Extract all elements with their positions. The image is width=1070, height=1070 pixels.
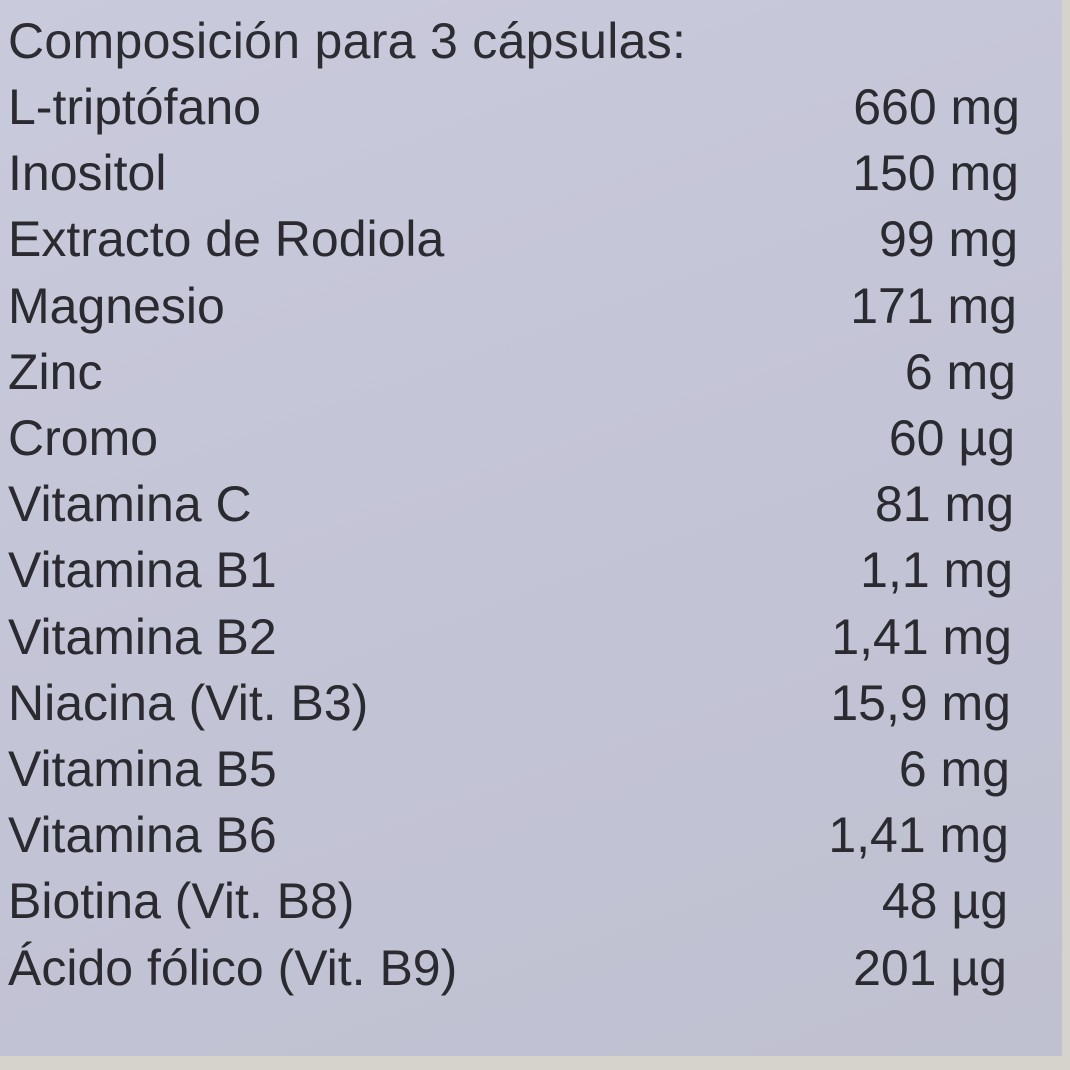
- ingredient-amount: 1,41 mg: [831, 608, 1012, 665]
- ingredient-row: L-triptófano 660 mg: [8, 78, 1020, 144]
- ingredient-amount: 99 mg: [879, 211, 1018, 268]
- ingredient-row: Ácido fólico (Vit. B9) 201 µg: [8, 939, 1007, 1005]
- ingredient-name: Niacina (Vit. B3): [8, 674, 369, 731]
- ingredient-name: Zinc: [8, 343, 103, 400]
- ingredient-amount: 171 mg: [850, 277, 1017, 334]
- ingredient-name: Ácido fólico (Vit. B9): [8, 939, 458, 996]
- ingredient-name: Vitamina B1: [8, 542, 277, 599]
- ingredient-name: Vitamina B6: [8, 807, 277, 864]
- ingredient-name: Extracto de Rodiola: [8, 211, 445, 268]
- ingredient-row: Vitamina B2 1,41 mg: [8, 608, 1012, 674]
- ingredient-amount: 6 mg: [898, 741, 1010, 797]
- ingredient-row: Biotina (Vit. B8) 48 µg: [8, 872, 1008, 938]
- ingredient-amount: 81 mg: [875, 476, 1014, 533]
- ingredient-row: Zinc 6 mg: [8, 343, 1016, 409]
- ingredient-name: Vitamina B2: [8, 608, 277, 665]
- composition-title: Composición para 3 cápsulas:: [8, 13, 687, 69]
- ingredient-row: Inositol 150 mg: [8, 144, 1019, 210]
- ingredient-amount: 48 µg: [881, 873, 1008, 930]
- ingredient-row: Magnesio 171 mg: [8, 277, 1017, 343]
- ingredient-name: Magnesio: [8, 277, 225, 334]
- ingredient-row: Vitamina B1 1,1 mg: [8, 541, 1013, 607]
- ingredient-name: Cromo: [8, 410, 159, 466]
- ingredient-name: Inositol: [8, 145, 167, 202]
- ingredient-amount: 201 µg: [853, 939, 1007, 996]
- ingredient-row: Vitamina C 81 mg: [8, 475, 1014, 541]
- ingredient-name: Biotina (Vit. B8): [8, 873, 355, 930]
- ingredient-amount: 60 µg: [888, 410, 1015, 466]
- composition-label: Composición para 3 cápsulas: L-triptófan…: [0, 0, 1062, 1056]
- ingredient-row: Extracto de Rodiola 99 mg: [8, 210, 1018, 276]
- ingredient-amount: 1,41 mg: [828, 807, 1009, 864]
- ingredient-amount: 6 mg: [904, 343, 1016, 400]
- ingredient-row: Cromo 60 µg: [8, 409, 1015, 475]
- ingredient-row: Vitamina B5 6 mg: [8, 740, 1010, 806]
- ingredient-row: Vitamina B6 1,41 mg: [8, 806, 1009, 872]
- ingredient-amount: 150 mg: [852, 145, 1019, 202]
- ingredient-name: Vitamina C: [8, 476, 252, 533]
- ingredient-name: Vitamina B5: [8, 741, 277, 797]
- ingredient-row: Niacina (Vit. B3) 15,9 mg: [8, 674, 1011, 740]
- ingredient-name: L-triptófano: [8, 79, 261, 135]
- ingredient-amount: 15,9 mg: [830, 674, 1011, 731]
- ingredient-amount: 660 mg: [853, 79, 1020, 135]
- ingredient-amount: 1,1 mg: [860, 542, 1013, 599]
